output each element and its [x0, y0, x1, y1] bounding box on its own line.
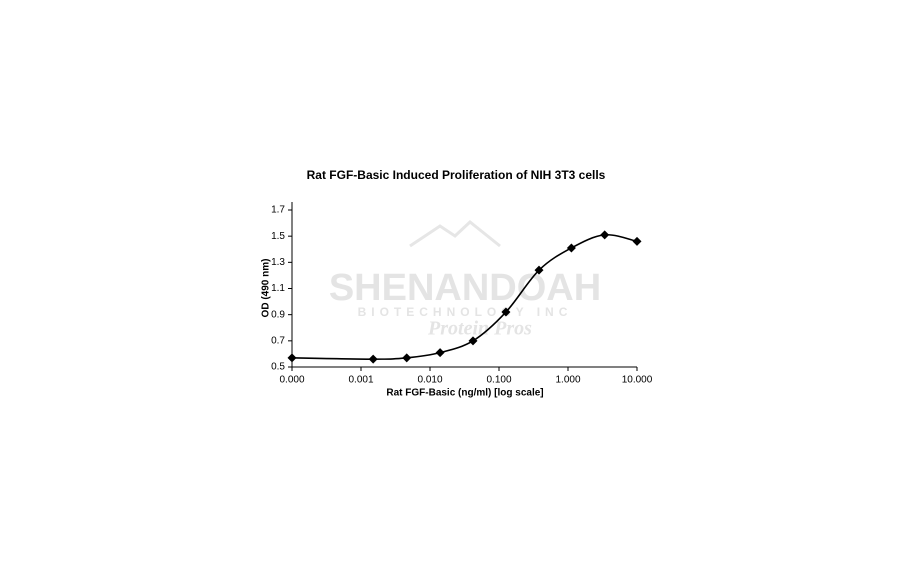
x-tick-label: 0.000	[279, 375, 304, 386]
y-tick-label: 1.1	[271, 283, 285, 294]
marker	[600, 230, 610, 240]
x-tick-label: 0.100	[486, 375, 511, 386]
marker	[368, 354, 378, 364]
chart-title: Rat FGF-Basic Induced Proliferation of N…	[307, 168, 606, 182]
y-tick-label: 1.7	[271, 205, 285, 216]
watermark-subtitle: BIOTECHNOLOGY INC	[358, 305, 573, 319]
x-axis-title: Rat FGF-Basic (ng/ml) [log scale]	[386, 388, 543, 399]
marker	[501, 307, 511, 317]
y-tick-label: 0.7	[271, 335, 285, 346]
marker	[287, 353, 297, 363]
marker	[435, 348, 445, 358]
y-tick-label: 1.5	[271, 231, 285, 242]
x-tick-label: 0.001	[348, 375, 373, 386]
y-tick-label: 0.9	[271, 309, 285, 320]
watermark-logo	[409, 220, 501, 248]
watermark: SHENANDOAH BIOTECHNOLOGY INC Protein Pro…	[329, 220, 601, 340]
line	[291, 233, 638, 360]
y-tick-label: 1.3	[271, 257, 285, 268]
y-tick-label: 0.5	[271, 362, 285, 373]
y-axis-title: OD (490 nm)	[261, 259, 272, 318]
x-tick-label: 0.010	[417, 375, 442, 386]
marker	[468, 336, 478, 346]
watermark-name: SHENANDOAH	[329, 267, 601, 309]
watermark-tagline: Protein Pros	[427, 318, 532, 340]
marker	[534, 265, 544, 275]
marker	[632, 236, 642, 246]
x-tick-label: 10.000	[622, 375, 653, 386]
marker	[566, 243, 576, 253]
marker	[402, 353, 412, 363]
x-tick-label: 1.000	[555, 375, 580, 386]
